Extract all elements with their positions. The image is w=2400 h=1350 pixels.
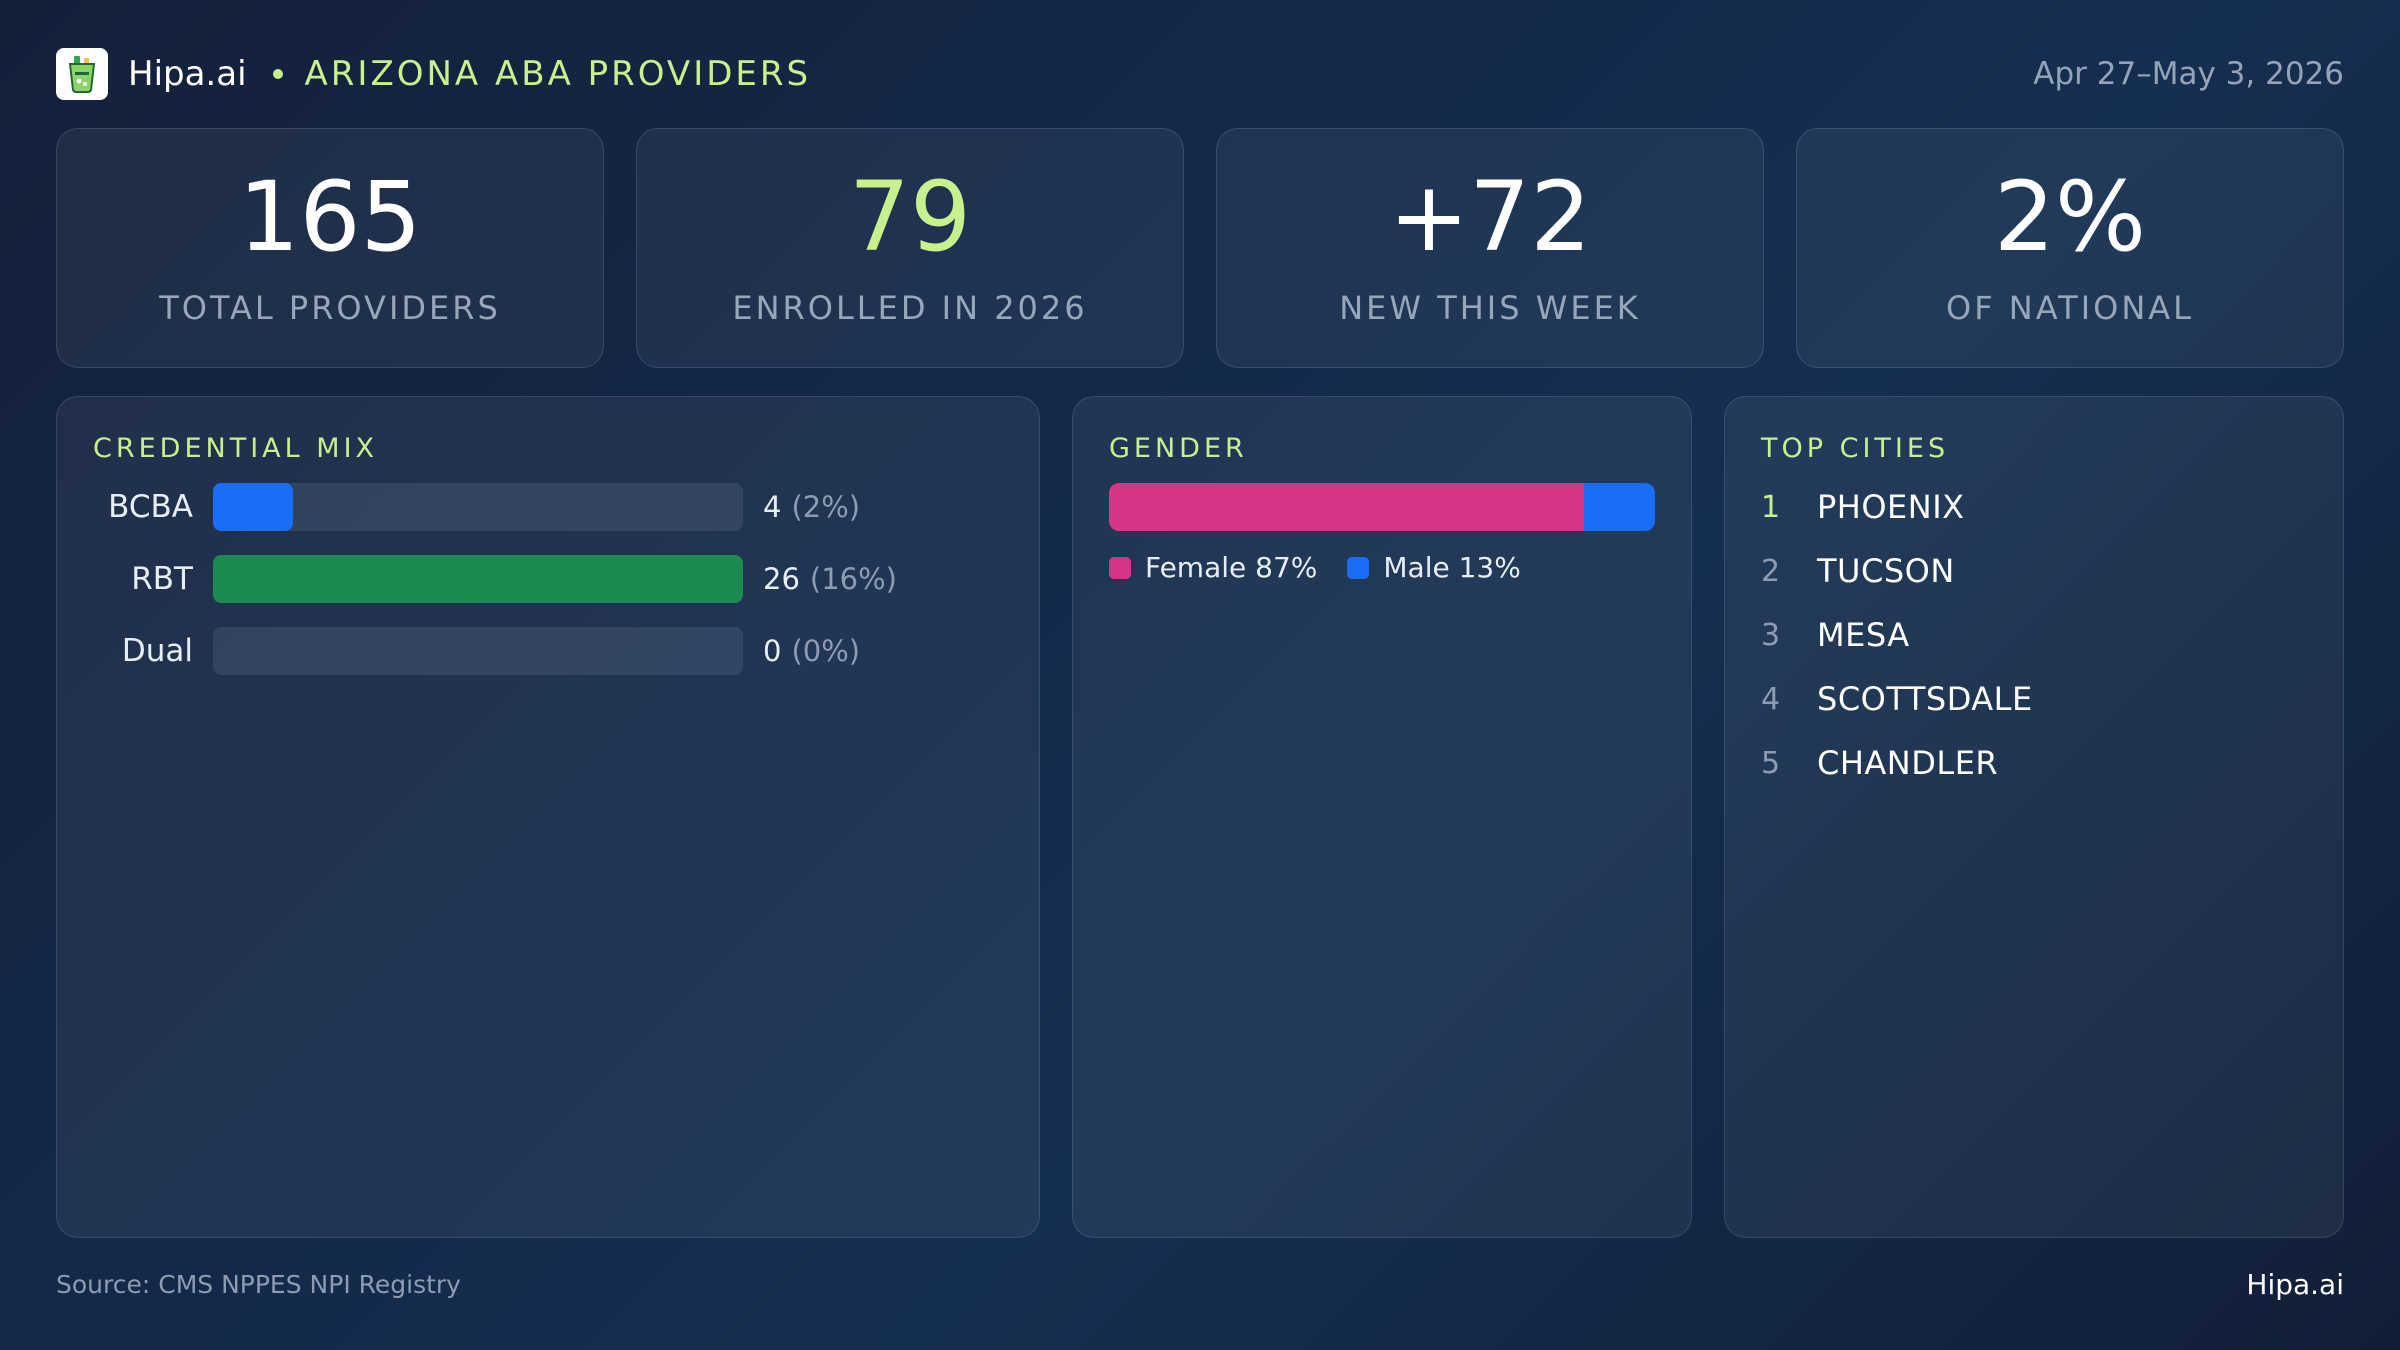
footer-brand: Hipa.ai [2246, 1268, 2344, 1301]
date-range: Apr 27–May 3, 2026 [2033, 56, 2344, 92]
panel-title: GENDER [1109, 433, 1248, 464]
top-cities-panel: TOP CITIES 1 PHOENIX 2 TUCSON 3 MESA 4 S… [1724, 396, 2344, 1238]
legend-item-male: Male 13% [1347, 551, 1521, 584]
kpi-card-new-this-week: +72 NEW THIS WEEK [1216, 128, 1764, 368]
credential-label: RBT [131, 561, 193, 597]
kpi-value: 2% [1993, 161, 2147, 273]
legend-swatch [1109, 556, 1131, 579]
city-rank: 5 [1761, 745, 1781, 781]
city-list-item: 3 MESA [1761, 613, 1910, 657]
credential-bar-track [213, 483, 743, 531]
kpi-row: 165 TOTAL PROVIDERS 79 ENROLLED IN 2026 … [56, 128, 2344, 368]
credential-value: 26 (16%) [763, 562, 897, 596]
credential-count: 4 [763, 490, 782, 524]
header: Hipa.ai ARIZONA ABA PROVIDERS Apr 27–May… [56, 46, 2344, 102]
kpi-label: TOTAL PROVIDERS [159, 289, 501, 327]
credential-percent: (2%) [791, 490, 861, 524]
city-name: SCOTTSDALE [1817, 680, 2033, 718]
credential-value: 0 (0%) [763, 634, 860, 668]
credential-count: 26 [763, 562, 800, 596]
credential-row-bcba: BCBA 4 (2%) [57, 483, 1039, 531]
legend-label: Male 13% [1383, 551, 1521, 584]
credential-percent: (0%) [791, 634, 861, 668]
credential-row-rbt: RBT 26 (16%) [57, 555, 1039, 603]
credential-label: BCBA [108, 489, 193, 525]
legend-swatch [1347, 556, 1370, 579]
gender-panel: GENDER Female 87% Male 13% [1072, 396, 1692, 1238]
city-list-item: 1 PHOENIX [1761, 485, 1965, 529]
credential-bar-fill [213, 483, 293, 531]
gender-stacked-bar [1109, 483, 1655, 531]
cocktail-glass-icon [56, 48, 108, 100]
city-list-item: 2 TUCSON [1761, 549, 1955, 593]
city-list-item: 5 CHANDLER [1761, 741, 1998, 785]
kpi-value: 165 [238, 161, 422, 273]
legend-label: Female 87% [1145, 551, 1318, 584]
source-note: Source: CMS NPPES NPI Registry [56, 1270, 461, 1299]
credential-bar-track [213, 555, 743, 603]
kpi-label: OF NATIONAL [1946, 289, 2194, 327]
city-name: TUCSON [1817, 552, 1955, 590]
kpi-label: NEW THIS WEEK [1339, 289, 1641, 327]
legend-item-female: Female 87% [1109, 551, 1317, 584]
kpi-value: 79 [848, 161, 972, 273]
credential-count: 0 [763, 634, 782, 668]
credential-value: 4 (2%) [763, 490, 860, 524]
kpi-value: +72 [1388, 161, 1592, 273]
city-rank: 4 [1761, 681, 1781, 717]
kpi-card-total-providers: 165 TOTAL PROVIDERS [56, 128, 604, 368]
city-name: PHOENIX [1817, 488, 1965, 526]
brand: Hipa.ai ARIZONA ABA PROVIDERS [56, 48, 811, 100]
credential-bar-track [213, 627, 743, 675]
city-rank: 1 [1761, 489, 1781, 525]
city-rank: 3 [1761, 617, 1781, 653]
gender-segment-female [1109, 483, 1585, 531]
city-name: MESA [1817, 616, 1910, 654]
kpi-card-of-national: 2% OF NATIONAL [1796, 128, 2344, 368]
credential-row-dual: Dual 0 (0%) [57, 627, 1039, 675]
page-title: ARIZONA ABA PROVIDERS [304, 54, 812, 94]
city-rank: 2 [1761, 553, 1781, 589]
credential-bar-fill [213, 555, 743, 603]
credential-mix-panel: CREDENTIAL MIX BCBA 4 (2%) RBT 26 (16%) Du… [56, 396, 1040, 1238]
kpi-label: ENROLLED IN 2026 [732, 289, 1088, 327]
gender-legend: Female 87% Male 13% [1109, 551, 1551, 584]
panel-title: TOP CITIES [1761, 433, 1950, 464]
city-list-item: 4 SCOTTSDALE [1761, 677, 2033, 721]
city-name: CHANDLER [1817, 744, 1999, 782]
panel-title: CREDENTIAL MIX [93, 433, 379, 464]
brand-name: Hipa.ai [128, 54, 247, 94]
gender-segment-male [1584, 483, 1655, 531]
credential-percent: (16%) [809, 562, 897, 596]
credential-label: Dual [121, 633, 193, 669]
separator-dot [272, 69, 283, 79]
kpi-card-enrolled: 79 ENROLLED IN 2026 [636, 128, 1184, 368]
